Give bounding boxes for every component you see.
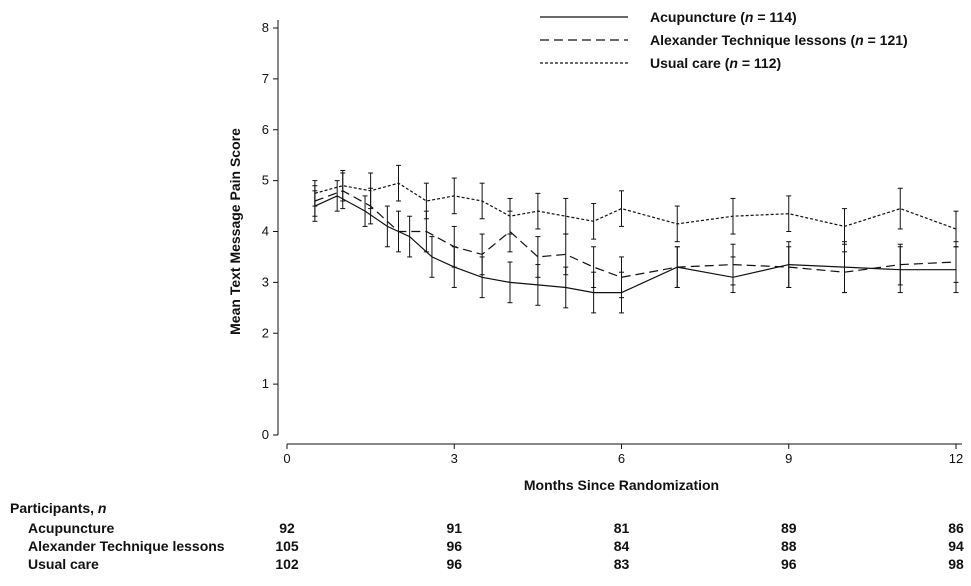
participants-count: 96 [446, 556, 463, 572]
series-3 [312, 164, 959, 248]
y-tick-label: 0 [262, 427, 269, 442]
participants-title-n: n [97, 500, 107, 516]
y-tick-label: 2 [262, 325, 269, 340]
y-axis-label: Mean Text Message Pain Score [227, 128, 243, 335]
participants-count: 102 [275, 556, 299, 572]
legend-n-value: = 121) [864, 32, 908, 48]
series-line [314, 190, 957, 278]
participants-row: Acupuncture 92 91 81 89 86 [0, 520, 971, 538]
y-tick-label: 8 [262, 20, 269, 35]
x-tick-label: 0 [283, 451, 290, 466]
participants-count: 88 [780, 538, 797, 554]
participants-table-title: Participants, n [10, 500, 106, 516]
legend-series-name: Alexander Technique lessons ( [650, 32, 855, 48]
legend-n-symbol: n [855, 32, 864, 48]
participants-row-label: Acupuncture [28, 520, 115, 536]
participants-count: 105 [275, 538, 299, 554]
y-tick-label: 3 [262, 274, 269, 289]
participants-count: 98 [948, 556, 964, 572]
participants-title-text: Participants, [10, 500, 98, 516]
series-1 [312, 180, 959, 314]
legend-series-name: Acupuncture ( [650, 9, 745, 25]
legend-label: Alexander Technique lessons (n = 121) [650, 32, 908, 48]
participants-count: 94 [948, 538, 964, 554]
participants-count: 92 [279, 520, 295, 536]
y-tick-label: 4 [262, 224, 269, 239]
participants-row: Alexander Technique lessons 105 96 84 88 94 [0, 538, 971, 556]
series-layer [312, 164, 959, 314]
y-tick-label: 7 [262, 71, 269, 86]
participants-count: 83 [613, 556, 630, 572]
participants-count: 84 [613, 538, 630, 554]
participants-row: Usual care 102 96 83 96 98 [0, 556, 971, 574]
participants-count: 96 [446, 538, 463, 554]
y-tick-label: 5 [262, 173, 269, 188]
legend-label: Usual care (n = 112) [650, 55, 781, 71]
legend-n-value: = 112) [738, 55, 781, 71]
participants-row-label: Usual care [28, 556, 99, 572]
legend: Acupuncture (n = 114)Alexander Technique… [540, 9, 908, 71]
x-axis-label: Months Since Randomization [524, 477, 719, 493]
participants-count: 96 [780, 556, 797, 572]
participants-count: 91 [446, 520, 463, 536]
participants-count: 89 [780, 520, 797, 536]
participants-count: 86 [948, 520, 964, 536]
x-tick-label: 6 [618, 451, 625, 466]
participants-row-label: Alexander Technique lessons [28, 538, 225, 554]
legend-n-value: = 114) [753, 9, 796, 25]
y-tick-label: 6 [262, 122, 269, 137]
y-tick-label: 1 [262, 376, 269, 391]
x-tick-label: 9 [785, 451, 792, 466]
legend-label: Acupuncture (n = 114) [650, 9, 797, 25]
series-line [314, 195, 956, 294]
legend-n-symbol: n [729, 55, 738, 71]
series-line [314, 182, 957, 230]
legend-series-name: Usual care ( [650, 55, 730, 71]
x-tick-label: 3 [451, 451, 458, 466]
legend-n-symbol: n [745, 9, 754, 25]
participants-count: 81 [613, 520, 630, 536]
x-tick-label: 12 [949, 451, 963, 466]
